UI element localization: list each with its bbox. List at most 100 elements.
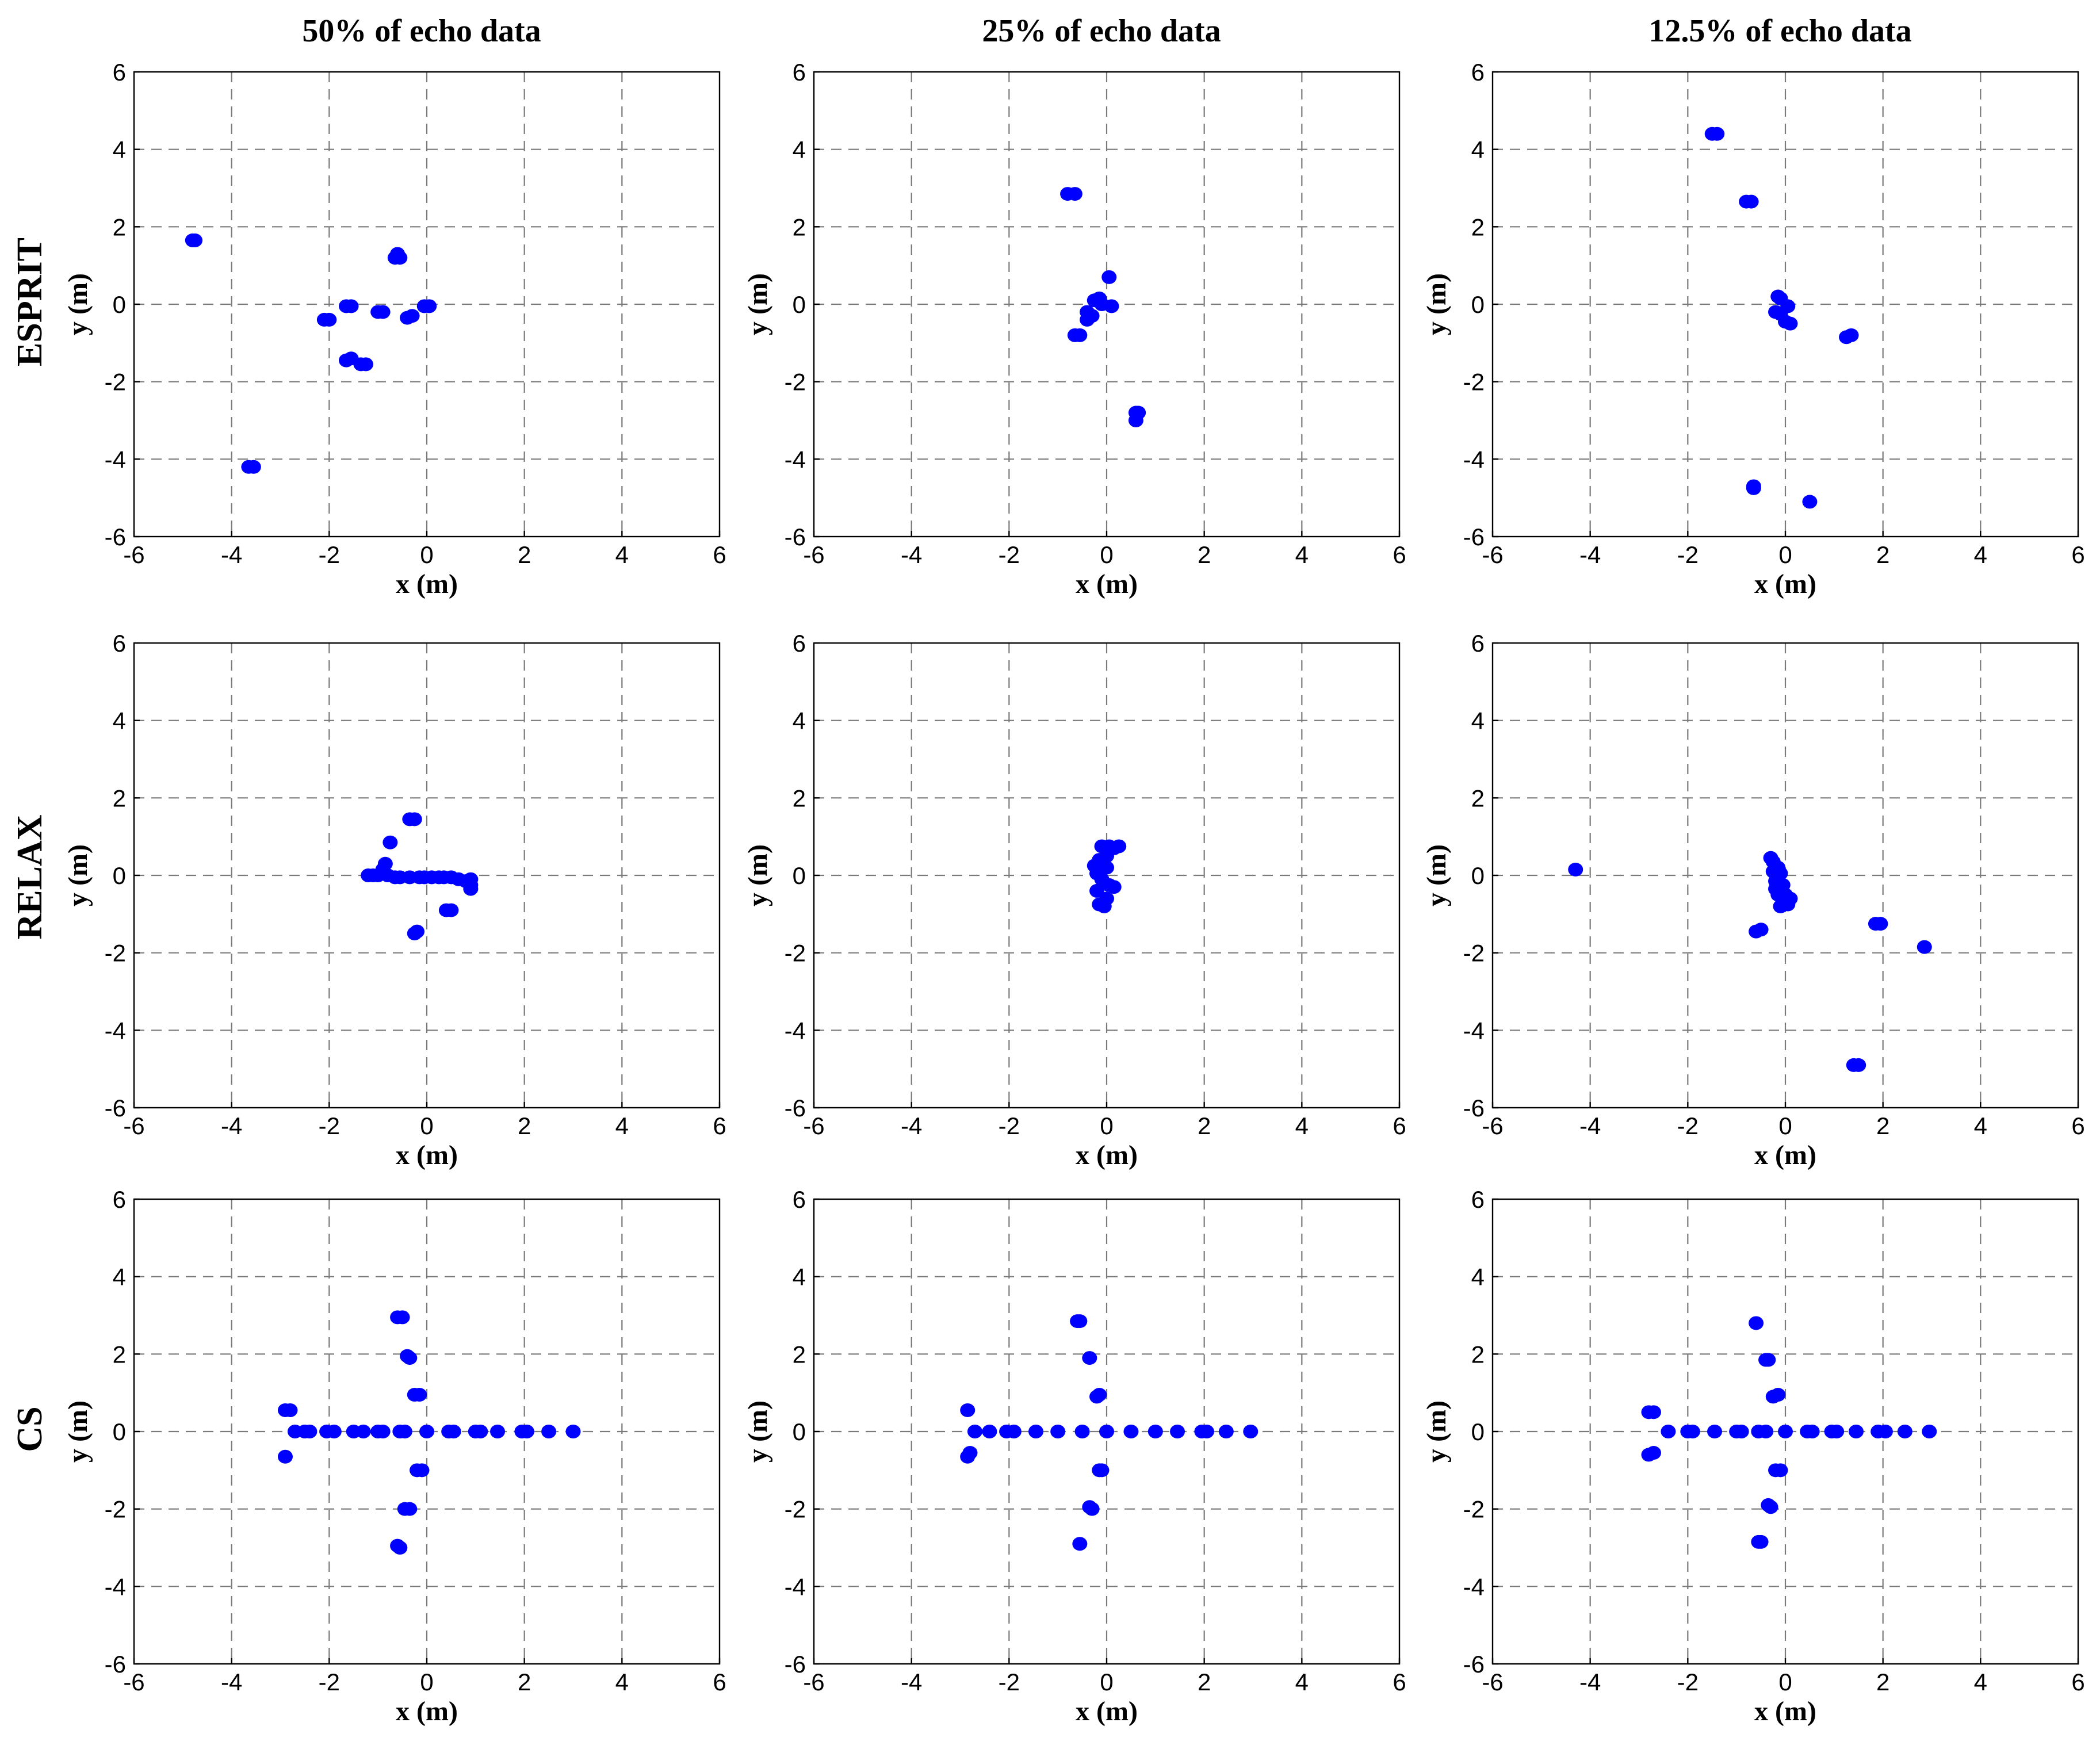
x-axis-label: x (m) — [1754, 1140, 1816, 1170]
y-tick-label: 6 — [1471, 630, 1485, 657]
y-tick-label: 6 — [793, 630, 806, 657]
x-tick-label: -6 — [1482, 1668, 1503, 1696]
y-tick-label: -4 — [1463, 1573, 1485, 1600]
data-point — [404, 309, 420, 323]
data-point — [1072, 328, 1088, 342]
panel-cs-25-of-echo-data: -6-6 -4 -4 -2 -2 0 0 2 2 4 4 6 6 x (m) y (m) — [743, 1186, 1406, 1727]
data-point — [395, 1310, 410, 1325]
data-point — [355, 1425, 371, 1438]
data-point — [1770, 1388, 1786, 1402]
column-titles: 50% of echo data 25% of echo data 12.5% … — [302, 13, 1911, 49]
row-label-cs: CS — [10, 1406, 49, 1452]
data-point — [1131, 405, 1146, 420]
x-tick-label: -6 — [803, 1668, 824, 1696]
y-tick-label: -6 — [105, 1651, 126, 1678]
x-tick-label: -6 — [1482, 541, 1503, 568]
x-tick-label: -6 — [1482, 1112, 1503, 1139]
y-tick-label: -4 — [105, 1017, 126, 1044]
y-axis-label: y (m) — [1421, 1400, 1452, 1463]
data-point — [422, 299, 437, 313]
x-tick-label: -2 — [1677, 1668, 1699, 1696]
x-axis-label: x (m) — [1754, 569, 1816, 599]
data-point — [962, 1446, 978, 1460]
data-point — [382, 835, 398, 849]
data-point — [1099, 891, 1114, 906]
y-tick-label: -4 — [1463, 1017, 1485, 1044]
data-point — [1094, 1463, 1110, 1478]
x-tick-label: -4 — [221, 1112, 242, 1139]
data-point — [1646, 1446, 1661, 1460]
data-point — [1849, 1425, 1864, 1438]
x-tick-label: 2 — [518, 1668, 531, 1696]
y-tick-label: 4 — [1471, 136, 1485, 163]
x-tick-label: -4 — [901, 541, 922, 568]
x-tick-label: 0 — [1778, 541, 1792, 568]
y-tick-label: 6 — [113, 59, 126, 86]
x-tick-label: 0 — [1778, 1668, 1792, 1696]
x-axis-label: x (m) — [1754, 1696, 1816, 1727]
data-point — [1843, 328, 1859, 342]
x-tick-label: 4 — [1295, 1112, 1309, 1139]
y-axis-label: y (m) — [63, 844, 93, 906]
data-point — [1243, 1425, 1259, 1438]
data-point — [1104, 299, 1119, 313]
data-point — [1773, 1463, 1788, 1478]
data-point — [1111, 839, 1127, 854]
data-point — [282, 1403, 298, 1417]
y-tick-label: 4 — [113, 136, 126, 163]
data-point — [407, 812, 422, 826]
x-tick-label: -2 — [999, 541, 1020, 568]
x-tick-label: 4 — [1974, 541, 1987, 568]
data-point — [1761, 1353, 1776, 1367]
y-tick-label: 0 — [113, 1418, 126, 1445]
x-tick-label: -2 — [1677, 541, 1699, 568]
x-tick-label: 6 — [2071, 1112, 2084, 1139]
y-tick-label: 2 — [113, 213, 126, 240]
x-axis-label: x (m) — [1076, 569, 1138, 599]
data-point — [1782, 316, 1798, 331]
y-axis-label: y (m) — [743, 1400, 773, 1463]
y-tick-label: -2 — [1463, 369, 1485, 396]
grid — [134, 72, 720, 537]
grid — [814, 1199, 1399, 1664]
y-tick-label: -6 — [1463, 1651, 1485, 1678]
y-tick-label: -6 — [105, 523, 126, 550]
x-tick-label: -4 — [1579, 1668, 1601, 1696]
x-tick-label: 2 — [1876, 541, 1889, 568]
data-point — [1778, 1425, 1793, 1438]
data-point — [1074, 1425, 1090, 1438]
panel-cs-12-5-of-echo-data: -6-6 -4 -4 -2 -2 0 0 2 2 4 4 6 6 x (m) y (m) — [1421, 1186, 2085, 1727]
data-point — [1218, 1425, 1234, 1438]
x-tick-label: 2 — [1876, 1112, 1889, 1139]
y-tick-label: -6 — [785, 1094, 806, 1122]
x-tick-label: -4 — [221, 1668, 242, 1696]
column-title-50pct: 50% of echo data — [302, 13, 541, 49]
data-points — [361, 812, 479, 940]
row-label-esprit: ESPRIT — [10, 238, 49, 366]
data-point — [1099, 1425, 1114, 1438]
y-tick-label: 2 — [793, 1341, 806, 1368]
data-point — [1006, 1425, 1022, 1438]
y-axis-label: y (m) — [743, 273, 773, 335]
y-axis-label: y (m) — [1421, 844, 1452, 906]
row-label-relax: RELAX — [10, 814, 49, 939]
panel-relax-12-5-of-echo-data: -6-6 -4 -4 -2 -2 0 0 2 2 4 4 6 6 x (m) y (m) — [1421, 630, 2085, 1170]
data-point — [960, 1403, 976, 1417]
y-tick-label: -2 — [1463, 940, 1485, 967]
y-tick-label: 6 — [113, 1186, 126, 1213]
data-points — [277, 1310, 581, 1555]
x-tick-label: -6 — [803, 541, 824, 568]
data-point — [375, 305, 391, 319]
x-tick-label: -2 — [319, 1668, 340, 1696]
x-tick-label: 4 — [615, 541, 629, 568]
data-point — [1897, 1425, 1912, 1438]
x-tick-label: 4 — [1295, 1668, 1309, 1696]
y-tick-label: -6 — [785, 523, 806, 550]
data-point — [377, 856, 393, 871]
y-tick-label: -4 — [785, 1573, 806, 1600]
y-tick-label: -6 — [785, 1651, 806, 1678]
data-point — [1758, 1425, 1774, 1438]
x-tick-label: 0 — [1778, 1112, 1792, 1139]
data-point — [1922, 1425, 1937, 1438]
